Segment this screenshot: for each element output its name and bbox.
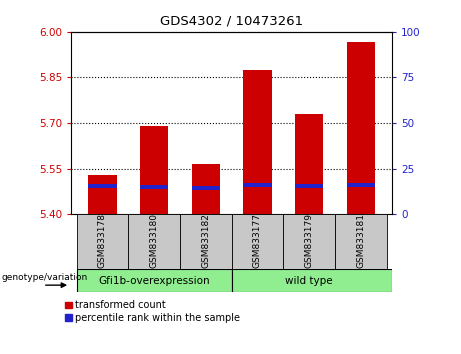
- Bar: [192, 185, 220, 189]
- Bar: [243, 70, 272, 214]
- Bar: [347, 42, 375, 214]
- Bar: [88, 175, 117, 214]
- Bar: [77, 269, 231, 292]
- Text: GSM833179: GSM833179: [305, 213, 313, 268]
- Text: GSM833181: GSM833181: [356, 213, 366, 268]
- Text: GSM833180: GSM833180: [150, 213, 159, 268]
- Bar: [140, 126, 168, 214]
- Bar: [295, 114, 323, 214]
- Bar: [284, 214, 335, 269]
- Title: GDS4302 / 10473261: GDS4302 / 10473261: [160, 15, 303, 28]
- Bar: [192, 164, 220, 214]
- Text: GSM833177: GSM833177: [253, 213, 262, 268]
- Bar: [335, 214, 387, 269]
- Bar: [128, 214, 180, 269]
- Bar: [231, 269, 392, 292]
- Text: genotype/variation: genotype/variation: [1, 273, 88, 282]
- Bar: [77, 214, 128, 269]
- Text: Gfi1b-overexpression: Gfi1b-overexpression: [98, 275, 210, 286]
- Bar: [347, 183, 375, 187]
- Bar: [140, 185, 168, 189]
- Text: GSM833178: GSM833178: [98, 213, 107, 268]
- Legend: transformed count, percentile rank within the sample: transformed count, percentile rank withi…: [65, 301, 241, 323]
- Bar: [180, 214, 231, 269]
- Bar: [231, 214, 284, 269]
- Bar: [243, 183, 272, 187]
- Bar: [88, 184, 117, 188]
- Text: GSM833182: GSM833182: [201, 213, 210, 268]
- Bar: [295, 184, 323, 188]
- Text: wild type: wild type: [285, 275, 333, 286]
